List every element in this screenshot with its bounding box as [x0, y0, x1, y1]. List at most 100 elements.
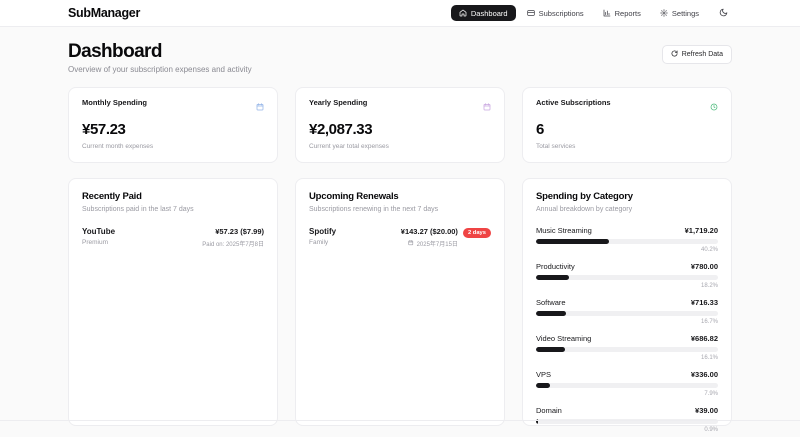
- item-date-group: 2025年7月15日: [401, 239, 458, 248]
- category-bar-track: [536, 419, 718, 425]
- calendar-icon: [256, 98, 264, 116]
- list-item[interactable]: YouTube Premium ¥57.23 ($7.99) Paid on: …: [82, 227, 264, 248]
- main-nav: Dashboard Subscriptions Reports Settings: [450, 4, 732, 22]
- refresh-data-button[interactable]: Refresh Data: [661, 45, 732, 64]
- stat-note: Current year total expenses: [309, 143, 389, 151]
- category-bar-fill: [536, 239, 610, 245]
- page-heading-group: Dashboard Overview of your subscription …: [68, 41, 252, 74]
- calendar-icon: [483, 98, 491, 116]
- app-header: SubManager Dashboard Subscriptions Repor…: [0, 0, 800, 27]
- category-bar-fill: [536, 311, 567, 317]
- category-amount: ¥39.00: [695, 406, 718, 416]
- category-percent: 40.2%: [700, 247, 718, 254]
- nav-label-dashboard: Dashboard: [470, 8, 508, 18]
- page-header: Dashboard Overview of your subscription …: [68, 41, 732, 74]
- item-date: 2025年7月15日: [416, 242, 458, 249]
- credit-card-icon: [526, 9, 535, 17]
- category-amount: ¥686.82: [690, 334, 718, 344]
- category-name: Software: [536, 298, 566, 308]
- panel-recently-paid: Recently Paid Subscriptions paid in the …: [68, 178, 278, 427]
- panel-upcoming-renewals: Upcoming Renewals Subscriptions renewing…: [295, 178, 505, 427]
- category-percent: 16.1%: [700, 355, 718, 362]
- refresh-data-label: Refresh Data: [681, 51, 723, 58]
- category-row: Productivity ¥780.00 18.2%: [536, 262, 718, 289]
- category-bar-track: [536, 239, 718, 245]
- category-head: Software ¥716.33: [536, 298, 718, 307]
- category-percent: 16.7%: [700, 319, 718, 326]
- stat-card-yearly-spending: Yearly Spending ¥2,087.33 Current year t…: [295, 87, 505, 164]
- nav-label-settings: Settings: [671, 8, 699, 18]
- category-name: Music Streaming: [536, 226, 592, 236]
- nav-item-reports[interactable]: Reports: [595, 5, 649, 21]
- category-head: Productivity ¥780.00: [536, 262, 718, 271]
- refresh-icon: [671, 50, 678, 59]
- category-amount: ¥716.33: [690, 298, 718, 308]
- item-amount: ¥57.23 ($7.99): [215, 227, 264, 237]
- category-amount: ¥336.00: [690, 370, 718, 380]
- page-body: Dashboard Overview of your subscription …: [0, 27, 800, 433]
- category-amount: ¥780.00: [690, 262, 718, 272]
- category-percent: 7.9%: [704, 391, 718, 398]
- stat-card-row: Monthly Spending ¥57.23 Current month ex…: [68, 87, 732, 164]
- stat-card-monthly-spending: Monthly Spending ¥57.23 Current month ex…: [68, 87, 278, 164]
- category-percent: 18.2%: [700, 283, 718, 290]
- footer-divider: [0, 420, 800, 421]
- item-date: Paid on: 2025年7月8日: [202, 242, 264, 249]
- theme-toggle-button[interactable]: [714, 4, 732, 22]
- category-name: VPS: [536, 370, 552, 380]
- nav-item-settings[interactable]: Settings: [652, 5, 707, 21]
- category-bar-track: [536, 311, 718, 317]
- category-bar-fill: [536, 383, 551, 389]
- stat-label: Active Subscriptions: [536, 98, 611, 108]
- nav-item-subscriptions[interactable]: Subscriptions: [519, 5, 592, 21]
- list-item[interactable]: Spotify Family ¥143.27 ($20.00) 2025年7月1…: [309, 227, 491, 248]
- calendar-icon: [408, 240, 414, 248]
- category-name: Domain: [536, 406, 562, 416]
- panel-subtitle: Annual breakdown by category: [536, 206, 633, 214]
- home-icon: [459, 9, 467, 17]
- category-bar-chart: Music Streaming ¥1,719.20 40.2% Productivit…: [536, 226, 718, 433]
- category-row: Music Streaming ¥1,719.20 40.2%: [536, 226, 718, 253]
- category-head: VPS ¥336.00: [536, 370, 718, 379]
- panel-title: Spending by Category: [536, 191, 633, 203]
- recently-paid-list: YouTube Premium ¥57.23 ($7.99) Paid on: …: [82, 227, 264, 248]
- gear-icon: [660, 9, 668, 17]
- category-row: VPS ¥336.00 7.9%: [536, 370, 718, 397]
- stat-card-active-subscriptions: Active Subscriptions 6 Total services: [522, 87, 732, 164]
- category-row: Software ¥716.33 16.7%: [536, 298, 718, 325]
- item-plan: Premium: [82, 239, 109, 247]
- panel-spending-by-category: Spending by Category Annual breakdown by…: [522, 178, 732, 433]
- panel-title: Upcoming Renewals: [309, 191, 399, 203]
- nav-label-reports: Reports: [614, 8, 641, 18]
- category-bar-fill: [536, 275, 570, 281]
- stat-value: 6: [536, 121, 544, 139]
- upcoming-renewals-list: Spotify Family ¥143.27 ($20.00) 2025年7月1…: [309, 227, 491, 248]
- stat-label: Yearly Spending: [309, 98, 368, 108]
- item-plan: Family: [309, 239, 329, 247]
- category-head: Domain ¥39.00: [536, 406, 718, 415]
- category-amount: ¥1,719.20: [684, 226, 718, 236]
- item-name: YouTube: [82, 227, 116, 237]
- item-name: Spotify: [309, 227, 337, 237]
- category-bar-fill: [536, 419, 538, 425]
- status-badge: 2 days: [462, 228, 491, 239]
- panel-subtitle: Subscriptions paid in the last 7 days: [82, 206, 194, 214]
- stat-value: ¥57.23: [82, 121, 126, 139]
- stat-note: Current month expenses: [82, 143, 154, 151]
- category-bar-track: [536, 347, 718, 353]
- panel-title: Recently Paid: [82, 191, 142, 203]
- category-bar-track: [536, 275, 718, 281]
- stat-label: Monthly Spending: [82, 98, 147, 108]
- nav-item-dashboard[interactable]: Dashboard: [450, 5, 516, 21]
- moon-icon: [719, 4, 728, 22]
- category-head: Video Streaming ¥686.82: [536, 334, 718, 343]
- stat-value: ¥2,087.33: [309, 121, 373, 139]
- category-bar-track: [536, 383, 718, 389]
- category-percent: 0.9%: [704, 427, 718, 434]
- category-name: Productivity: [536, 262, 575, 272]
- panel-row: Recently Paid Subscriptions paid in the …: [68, 178, 732, 433]
- category-row: Video Streaming ¥686.82 16.1%: [536, 334, 718, 361]
- clock-icon: [710, 98, 718, 116]
- category-row: Domain ¥39.00 0.9%: [536, 406, 718, 433]
- category-name: Video Streaming: [536, 334, 592, 344]
